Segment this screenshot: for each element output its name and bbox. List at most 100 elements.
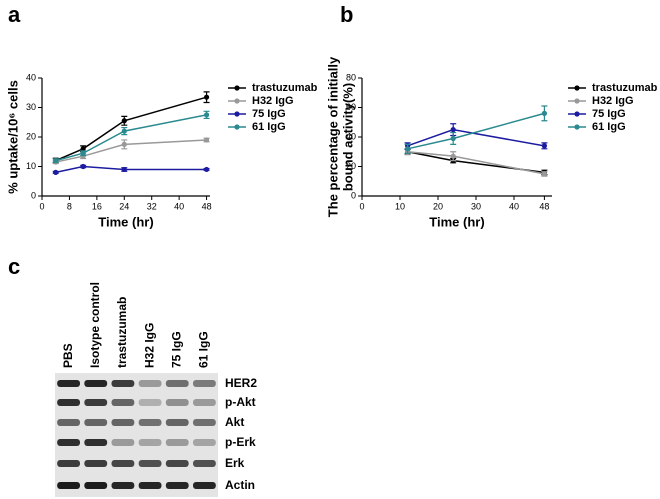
data-point: [203, 137, 210, 143]
band: [165, 460, 189, 467]
data-point: [80, 146, 86, 152]
band: [111, 482, 135, 489]
data-point: [450, 127, 456, 133]
x-tick-label: 40: [174, 201, 184, 211]
x-tick-label: 24: [119, 201, 129, 211]
band-label: p-Akt: [225, 395, 256, 409]
band: [193, 419, 216, 426]
band: [57, 399, 80, 406]
band: [138, 380, 162, 387]
data-point: [80, 163, 86, 170]
lane-label: 75 IgG: [169, 331, 183, 368]
band: [84, 399, 108, 406]
y-tick-label: 40: [346, 131, 356, 141]
band: [193, 380, 216, 387]
legend-label: trastuzumab: [592, 82, 658, 94]
lane-label: 61 IgG: [197, 331, 211, 368]
y-axis-label: The percentage of initially: [325, 56, 340, 217]
series-line: [55, 165, 207, 174]
band: [138, 439, 162, 446]
y-tick-label: 40: [26, 72, 36, 82]
band: [84, 419, 108, 426]
band: [57, 419, 80, 426]
y-tick-label: 30: [26, 102, 36, 112]
legend-label: H32 IgG: [592, 95, 634, 107]
data-point: [405, 146, 411, 152]
legend-label: 61 IgG: [252, 121, 286, 133]
band-label: HER2: [225, 376, 257, 390]
data-point: [121, 141, 127, 147]
data-point: [121, 128, 127, 134]
band-label: Actin: [225, 478, 255, 492]
legend-marker: [234, 111, 240, 117]
band: [84, 380, 108, 387]
x-tick-label: 20: [433, 201, 443, 211]
legend-marker: [574, 111, 580, 117]
data-point: [203, 94, 210, 100]
band: [111, 380, 135, 387]
band: [84, 460, 108, 467]
data-point: [53, 169, 59, 175]
data-point: [203, 166, 210, 173]
band: [165, 419, 189, 426]
x-axis-label: Time (hr): [429, 214, 484, 229]
legend-marker: [234, 85, 240, 91]
band: [111, 399, 135, 406]
series-line: [55, 139, 207, 163]
y-axis-label: bound activity(%): [340, 83, 355, 191]
band: [165, 380, 189, 387]
x-tick-label: 0: [39, 201, 44, 211]
y-tick-label: 20: [346, 161, 356, 171]
data-point: [450, 135, 456, 142]
band: [138, 419, 162, 426]
legend-label: H32 IgG: [252, 95, 294, 107]
band: [165, 482, 189, 489]
legend-label: 75 IgG: [592, 108, 626, 120]
x-axis-label: Time (hr): [98, 214, 153, 229]
band: [84, 482, 108, 489]
legend-label: trastuzumab: [252, 82, 318, 94]
band-label: p-Erk: [225, 435, 256, 449]
y-tick-label: 60: [346, 102, 356, 112]
data-point: [121, 166, 127, 173]
band: [111, 419, 135, 426]
band: [138, 460, 162, 467]
y-tick-label: 0: [351, 190, 356, 200]
x-tick-label: 16: [92, 201, 102, 211]
lane-label: Isotype control: [88, 282, 102, 368]
lane-label: trastuzumab: [115, 297, 129, 368]
x-tick-label: 0: [359, 201, 364, 211]
data-point: [80, 150, 86, 156]
x-tick-label: 32: [147, 201, 157, 211]
band: [57, 482, 80, 489]
x-tick-label: 30: [471, 201, 481, 211]
band: [84, 439, 108, 446]
band-label: Akt: [225, 415, 244, 429]
data-point: [541, 143, 548, 149]
band: [193, 460, 216, 467]
data-point: [541, 110, 548, 116]
y-tick-label: 20: [26, 131, 36, 141]
band: [57, 380, 80, 387]
data-point: [203, 112, 210, 118]
band: [165, 439, 189, 446]
data-point: [121, 118, 127, 124]
band-label: Erk: [225, 456, 245, 470]
data-point: [450, 153, 456, 159]
band: [138, 399, 162, 406]
y-tick-label: 80: [346, 72, 356, 82]
series-line: [55, 96, 207, 162]
legend-marker: [574, 124, 580, 130]
band: [193, 399, 216, 406]
band: [111, 460, 135, 467]
data-point: [53, 158, 59, 164]
x-tick-label: 40: [509, 201, 519, 211]
series-line: [407, 112, 545, 150]
x-tick-label: 8: [67, 201, 72, 211]
band: [57, 460, 80, 467]
panel-label: c: [8, 254, 20, 279]
band: [193, 439, 216, 446]
legend-label: 75 IgG: [252, 108, 286, 120]
band: [111, 439, 135, 446]
